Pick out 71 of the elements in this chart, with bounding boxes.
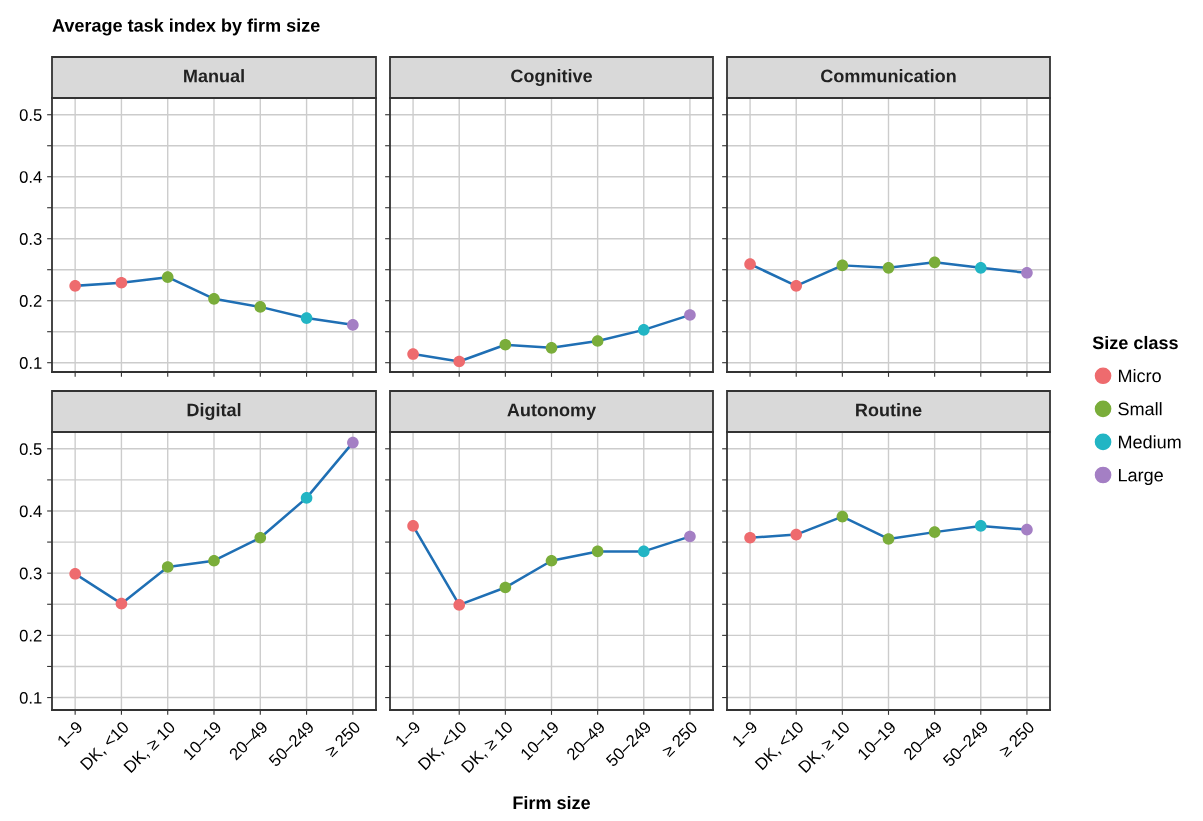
chart-title: Routine [856,403,922,417]
point [684,530,696,543]
legend-label: Large [1118,468,1163,486]
text: Average task index by firm size [52,18,320,36]
point [69,280,81,292]
y-tick-label: 0.1 [19,691,42,704]
x-tick-label: 1–9 [394,720,422,748]
chart-title: Communication [821,69,956,83]
point [208,554,220,567]
x-axis-title: Firm size [513,795,591,810]
point [545,342,558,354]
point [254,301,267,313]
point [744,258,756,270]
point [453,355,466,368]
point [928,526,941,538]
y-tick-label: 0.4 [19,505,42,518]
y-tick-label: 0.2 [19,629,42,642]
point [300,492,313,504]
point [545,554,558,567]
legend-label: Micro [1118,369,1161,383]
point [161,561,174,573]
point [836,510,849,523]
point [347,319,359,331]
point [1021,523,1033,536]
chart-title: Digital [187,403,241,420]
point [161,271,174,283]
y-tick-label: 0.2 [19,295,42,307]
point [1021,267,1033,279]
x-tick-label: ≥ 250 [998,720,1036,758]
point [974,520,987,532]
point [300,312,313,324]
point [115,597,128,610]
point [790,280,803,292]
point [637,324,650,336]
point [974,262,987,274]
point [69,567,81,580]
point [499,338,512,351]
point [499,581,512,594]
point [790,528,803,541]
point [453,599,466,611]
chart-title: Manual [184,69,244,83]
point [208,293,220,305]
legend-label: Small [1118,402,1162,416]
legend-title: Size class [1092,335,1178,350]
y-tick-label: 0.3 [19,567,42,580]
y-tick-label: 0.5 [19,443,42,455]
x-tick-label: 1–9 [731,720,759,748]
point [254,531,267,544]
point [836,259,849,272]
y-tick-label: 0.3 [19,233,42,245]
y-tick-label: 0.5 [19,109,42,121]
point [928,256,941,269]
x-tick-label: 1–9 [56,720,84,748]
point [347,436,359,449]
y-tick-label: 0.1 [19,357,42,369]
point [882,262,895,274]
point [637,545,650,558]
point [744,531,756,544]
point [684,309,696,321]
point [407,348,419,360]
point [591,335,604,347]
point [407,520,419,532]
x-tick-label: ≥ 250 [324,720,362,758]
point [115,276,128,289]
chart-title: Autonomy [507,403,597,420]
chart-title: Cognitive [511,69,593,86]
point [591,545,604,558]
x-tick-label: ≥ 250 [661,720,699,758]
y-tick-label: 0.4 [19,171,42,183]
point [882,533,895,545]
legend-label: Medium [1118,435,1181,449]
